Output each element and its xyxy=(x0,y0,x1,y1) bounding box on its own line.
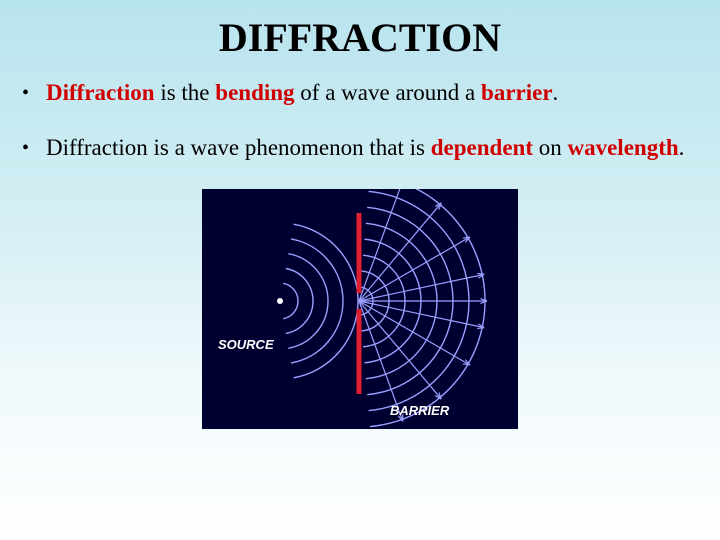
bullet-text: Diffraction is a wave phenomenon that is… xyxy=(46,134,690,163)
bullet-marker: • xyxy=(22,79,46,106)
diagram-svg xyxy=(202,189,518,429)
bullet-item: • Diffraction is a wave phenomenon that … xyxy=(22,134,690,163)
bullet-marker: • xyxy=(22,134,46,161)
diffraction-diagram: SOURCE BARRIER xyxy=(202,189,518,429)
slide-title: DIFFRACTION xyxy=(0,0,720,79)
source-label: SOURCE xyxy=(218,337,274,352)
keyword: Diffraction xyxy=(46,80,155,105)
keyword: barrier xyxy=(481,80,553,105)
bullet-item: • Diffraction is the bending of a wave a… xyxy=(22,79,690,108)
bullet-text: Diffraction is the bending of a wave aro… xyxy=(46,79,690,108)
keyword: wavelength xyxy=(567,135,678,160)
bullet-list: • Diffraction is the bending of a wave a… xyxy=(0,79,720,163)
keyword: dependent xyxy=(431,135,533,160)
keyword: bending xyxy=(215,80,294,105)
barrier-label: BARRIER xyxy=(390,403,449,418)
diagram-container: SOURCE BARRIER xyxy=(0,189,720,429)
